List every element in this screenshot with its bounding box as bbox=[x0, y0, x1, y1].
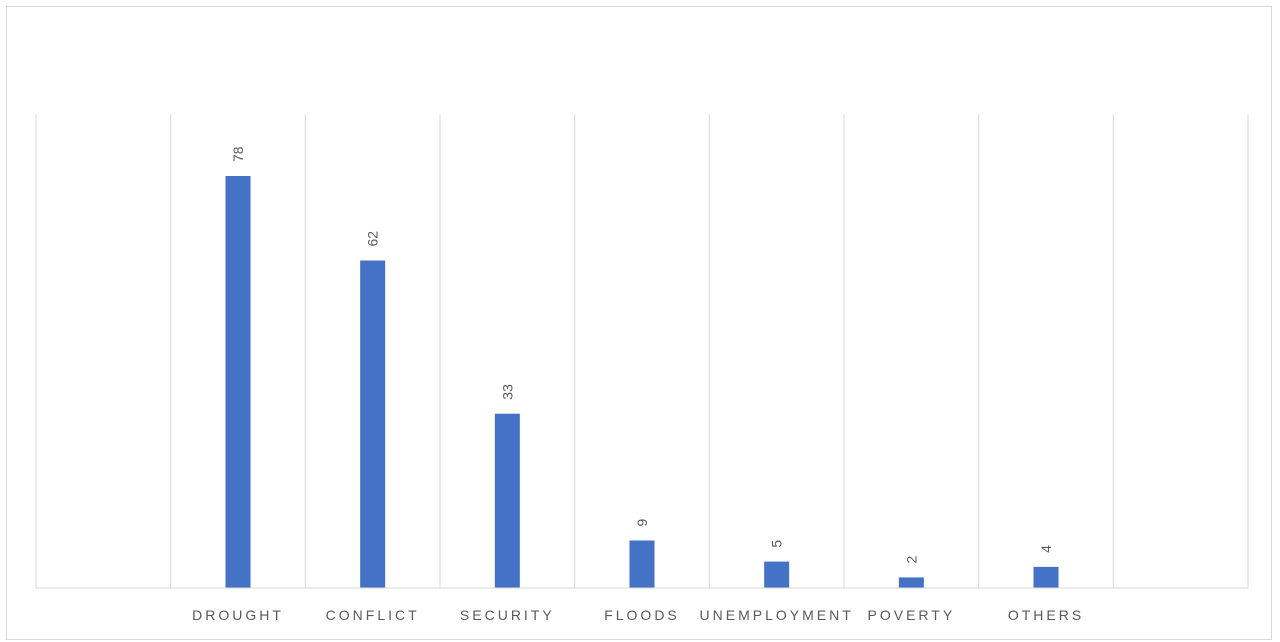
bar-poverty bbox=[898, 577, 924, 588]
bars bbox=[225, 176, 1059, 588]
tick-label-floods: FLOODS bbox=[604, 607, 680, 623]
data-label-security: 33 bbox=[499, 384, 515, 400]
bar-security bbox=[494, 413, 520, 588]
data-label-others: 4 bbox=[1038, 545, 1054, 553]
tick-label-conflict: CONFLICT bbox=[326, 607, 420, 623]
bar-floods bbox=[629, 540, 655, 588]
bar-drought bbox=[225, 176, 251, 588]
chart-frame bbox=[6, 6, 1272, 640]
data-labels: 78 62 33 9 5 2 4 bbox=[230, 146, 1054, 563]
data-label-drought: 78 bbox=[230, 146, 246, 162]
tick-label-security: SECURITY bbox=[460, 607, 555, 623]
bar-others bbox=[1033, 566, 1059, 588]
grid-lines bbox=[35, 114, 1249, 588]
tick-label-drought: DROUGHT bbox=[192, 607, 284, 623]
bar-unemployment bbox=[764, 561, 790, 588]
data-label-conflict: 62 bbox=[365, 231, 381, 247]
data-label-unemployment: 5 bbox=[769, 540, 785, 548]
data-label-poverty: 2 bbox=[903, 555, 919, 563]
bar-conflict bbox=[360, 260, 386, 588]
data-label-floods: 9 bbox=[634, 518, 650, 526]
category-axis-labels: DROUGHT CONFLICT SECURITY FLOODS UNEMPLOYMEN… bbox=[192, 607, 1084, 623]
tick-label-poverty: POVERTY bbox=[868, 607, 956, 623]
tick-label-others: OTHERS bbox=[1008, 607, 1084, 623]
tick-label-unemployment: UNEMPLOYMENT bbox=[700, 607, 854, 623]
